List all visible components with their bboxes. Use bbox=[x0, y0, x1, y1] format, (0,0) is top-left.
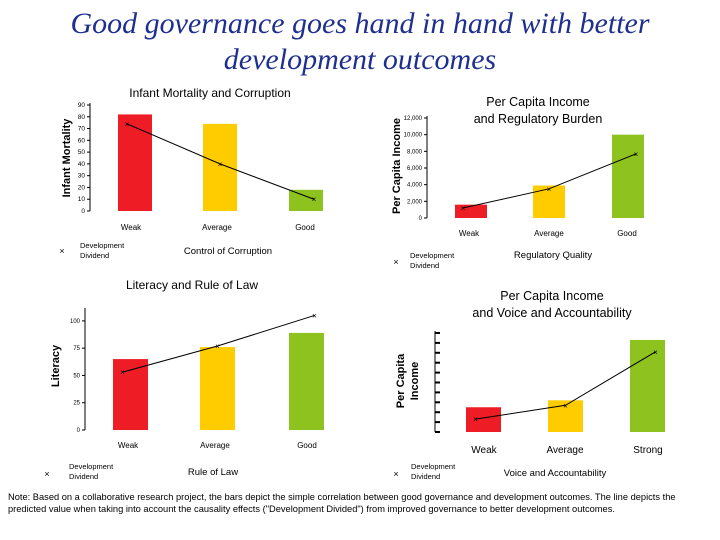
bar-average bbox=[200, 347, 235, 430]
bar-weak bbox=[113, 359, 148, 430]
category-label: Strong bbox=[633, 445, 662, 456]
legend-label: Development bbox=[410, 251, 455, 260]
y-tick-label: 8,000 bbox=[407, 149, 423, 155]
x-axis-label: Control of Corruption bbox=[184, 246, 272, 257]
dividend-point: × bbox=[312, 311, 317, 320]
dividend-line bbox=[475, 351, 656, 420]
category-label: Weak bbox=[459, 229, 480, 238]
y-tick-label: 30 bbox=[78, 173, 86, 180]
page-title-line1: Good governance goes hand in hand with b… bbox=[70, 7, 650, 40]
chart-title: Infant Mortality and Corruption bbox=[129, 86, 290, 100]
bar-good bbox=[289, 332, 324, 430]
y-tick-label: 10,000 bbox=[404, 133, 423, 139]
y-tick-label: 10 bbox=[78, 196, 86, 203]
y-tick-label: 50 bbox=[73, 373, 80, 379]
y-tick-label: 6,000 bbox=[407, 166, 423, 172]
dividend-point: × bbox=[473, 415, 478, 424]
y-tick-label: 2,000 bbox=[407, 199, 423, 205]
bar-strong bbox=[630, 339, 665, 432]
y-tick-label: 75 bbox=[73, 346, 80, 352]
dividend-point: × bbox=[215, 342, 220, 351]
legend-label: Dividend bbox=[69, 472, 98, 481]
category-label: Average bbox=[546, 445, 584, 456]
legend-marker: × bbox=[59, 246, 64, 256]
chart-title: Literacy and Rule of Law bbox=[126, 278, 258, 292]
chart-title: and Voice and Accountability bbox=[472, 306, 632, 320]
y-tick-label: 0 bbox=[77, 428, 81, 434]
bar-average bbox=[203, 123, 237, 211]
dividend-point: × bbox=[461, 204, 466, 213]
y-tick-label: 60 bbox=[78, 137, 86, 144]
dividend-point: × bbox=[312, 195, 317, 204]
legend-marker: × bbox=[44, 469, 49, 479]
bar-weak bbox=[466, 407, 501, 432]
page-title: Good governance goes hand in hand with b… bbox=[0, 6, 720, 78]
bar-weak bbox=[118, 114, 152, 211]
category-label: Good bbox=[295, 223, 315, 232]
chart-title: Per Capita Income bbox=[486, 95, 590, 109]
chart-income-voice: Per Capita Income and Voice and Accountab… bbox=[393, 289, 665, 481]
legend-marker: × bbox=[393, 469, 398, 479]
dividend-point: × bbox=[125, 120, 130, 129]
dividend-point: × bbox=[547, 185, 552, 194]
dividend-point: × bbox=[653, 348, 658, 357]
y-tick-label: 50 bbox=[78, 149, 86, 156]
y-axis-label: Literacy bbox=[50, 344, 62, 387]
dividend-point: × bbox=[563, 401, 568, 410]
legend-label: Dividend bbox=[80, 251, 109, 260]
category-label: Weak bbox=[471, 445, 497, 456]
category-label: Average bbox=[534, 229, 564, 238]
legend-label: Development bbox=[80, 241, 125, 250]
legend-label: Dividend bbox=[411, 472, 440, 481]
page-title-line2: development outcomes bbox=[223, 43, 497, 76]
y-axis-label: Infant Mortality bbox=[61, 118, 73, 198]
y-tick-label: 0 bbox=[419, 216, 423, 222]
dividend-line bbox=[126, 123, 315, 200]
y-tick-label: 80 bbox=[78, 114, 86, 121]
y-tick-label: 0 bbox=[81, 208, 85, 215]
legend-label: Dividend bbox=[410, 261, 439, 270]
x-axis-label: Rule of Law bbox=[188, 467, 238, 478]
chart-title: Per Capita Income bbox=[500, 289, 604, 303]
dividend-point: × bbox=[120, 368, 125, 377]
y-tick-label: 4,000 bbox=[407, 183, 423, 189]
y-tick-label: 40 bbox=[78, 161, 86, 168]
category-label: Good bbox=[617, 229, 637, 238]
category-label: Average bbox=[202, 223, 232, 232]
x-axis-label: Regulatory Quality bbox=[514, 250, 592, 261]
dividend-point: × bbox=[634, 150, 639, 159]
legend-marker: × bbox=[393, 257, 398, 267]
y-tick-label: 90 bbox=[78, 102, 86, 109]
chart-income-regulatory: Per Capita Income and Regulatory Burden Pe… bbox=[391, 95, 644, 270]
y-tick-label: 100 bbox=[70, 319, 81, 325]
dividend-line bbox=[122, 314, 315, 373]
y-axis-label: Per Capita Income bbox=[391, 118, 403, 214]
category-label: Weak bbox=[121, 223, 142, 232]
legend-label: Development bbox=[69, 462, 114, 471]
bar-good bbox=[289, 189, 323, 211]
y-tick-label: 20 bbox=[78, 184, 86, 191]
category-label: Good bbox=[297, 441, 317, 450]
y-tick-label: 70 bbox=[78, 126, 86, 133]
y-axis-label: Per Capita bbox=[395, 353, 407, 408]
dividend-point: × bbox=[218, 160, 223, 169]
y-axis-label: Income bbox=[409, 362, 421, 401]
chart-literacy-rule-of-law: Literacy and Rule of Law Literacy 0 25 50 75 1… bbox=[44, 278, 324, 481]
footnote: Note: Based on a collaborative research … bbox=[8, 492, 676, 514]
dividend-line bbox=[462, 153, 637, 209]
category-label: Average bbox=[200, 441, 230, 450]
chart-infant-mortality: Infant Mortality and Corruption Infant Mo… bbox=[59, 86, 323, 260]
y-tick-label: 12,000 bbox=[404, 116, 423, 122]
bar-good bbox=[612, 134, 644, 218]
category-label: Weak bbox=[118, 441, 139, 450]
legend-label: Development bbox=[411, 462, 456, 471]
x-axis-label: Voice and Accountability bbox=[504, 468, 607, 479]
y-tick-label: 25 bbox=[73, 401, 80, 407]
chart-title: and Regulatory Burden bbox=[474, 112, 603, 126]
